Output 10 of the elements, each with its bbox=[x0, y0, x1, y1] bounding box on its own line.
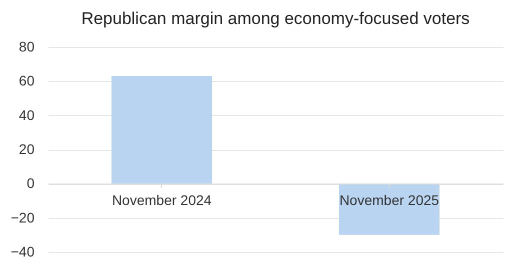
y-tick-label: 80 bbox=[18, 38, 35, 54]
y-tick-label: 0 bbox=[26, 175, 35, 192]
y-tick-label: −40 bbox=[10, 244, 35, 260]
x-tick-label: November 2024 bbox=[112, 192, 212, 208]
x-tick-label: November 2025 bbox=[339, 192, 440, 208]
y-tick-label: 40 bbox=[18, 106, 35, 123]
y-tick-label: 60 bbox=[18, 72, 35, 89]
y-tick-label: 20 bbox=[18, 141, 35, 157]
chart-title: Republican margin among economy-focused voters bbox=[81, 9, 470, 28]
y-tick-label: −20 bbox=[10, 209, 35, 226]
